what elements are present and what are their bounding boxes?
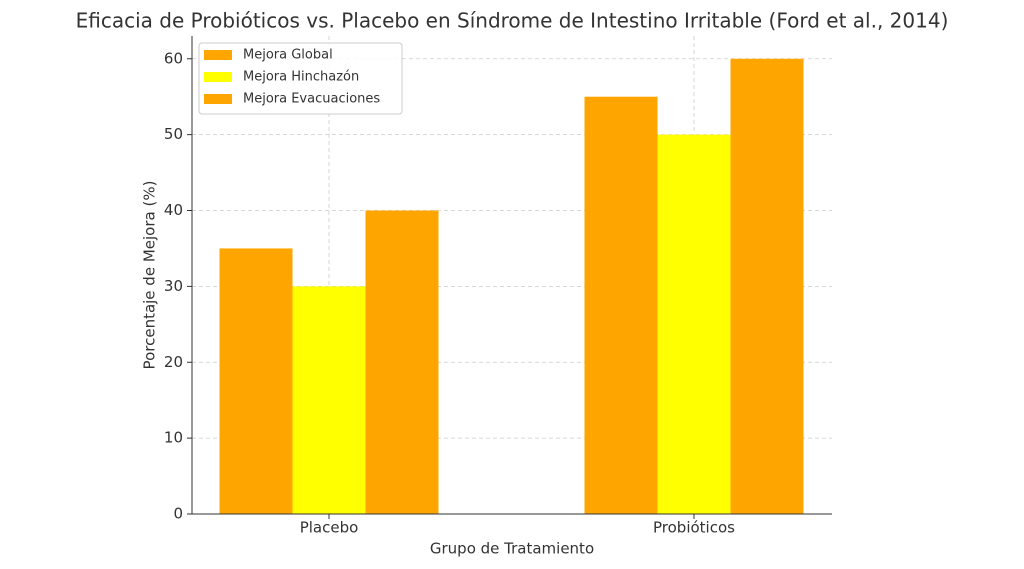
y-tick-label: 20 bbox=[164, 353, 183, 371]
axes: 0 10 20 30 40 50 60 Placebo Probióticos bbox=[164, 36, 832, 537]
bar bbox=[584, 96, 658, 514]
y-tick-label: 10 bbox=[164, 429, 183, 447]
chart-title: Eficacia de Probióticos vs. Placebo en S… bbox=[76, 9, 949, 33]
bar bbox=[365, 210, 439, 514]
y-axis-label: Porcentaje de Mejora (%) bbox=[141, 181, 159, 370]
legend: Mejora Global Mejora Hinchazón Mejora Evac… bbox=[198, 42, 403, 115]
legend-swatch bbox=[204, 94, 232, 104]
y-tick-label: 30 bbox=[164, 277, 183, 295]
bar bbox=[657, 134, 731, 514]
legend-box bbox=[198, 42, 403, 115]
legend-swatch bbox=[204, 50, 232, 60]
x-tick-label: Placebo bbox=[300, 519, 359, 537]
y-tick-label: 60 bbox=[164, 49, 183, 67]
x-axis-label: Grupo de Tratamiento bbox=[430, 540, 594, 558]
legend-label: Mejora Global bbox=[243, 48, 333, 63]
bar bbox=[292, 286, 366, 514]
y-tick-label: 40 bbox=[164, 201, 183, 219]
bars bbox=[219, 58, 804, 515]
y-tick-label: 50 bbox=[164, 125, 183, 143]
x-tick-label: Probióticos bbox=[653, 519, 735, 537]
y-tick-label: 0 bbox=[173, 505, 183, 523]
legend-label: Mejora Hinchazón bbox=[243, 70, 359, 85]
legend-swatch bbox=[204, 72, 232, 82]
bar bbox=[219, 248, 293, 514]
legend-label: Mejora Evacuaciones bbox=[243, 92, 380, 107]
bar bbox=[730, 58, 804, 515]
